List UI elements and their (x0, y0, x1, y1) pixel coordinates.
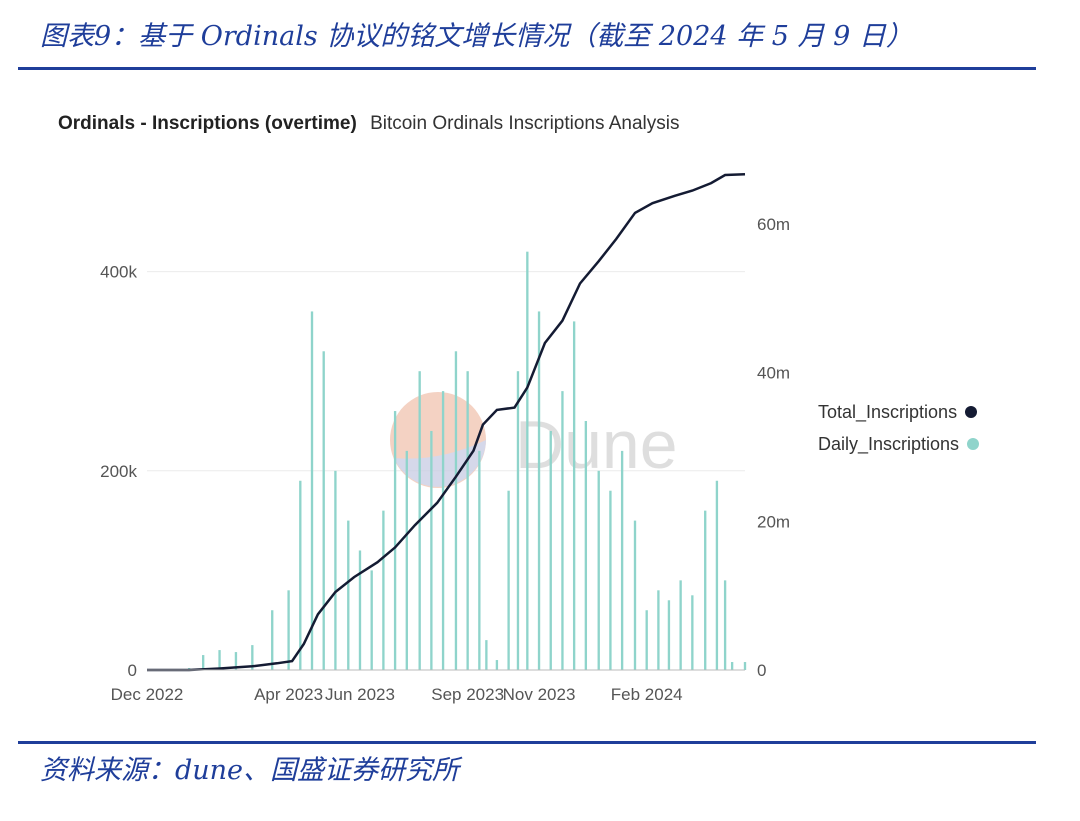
daily-bar (633, 520, 637, 670)
daily-bar (478, 450, 481, 670)
daily-bar (584, 421, 588, 670)
right-tick-label: 40m (757, 364, 790, 383)
source-note: 资料来源：dune、国盛证券研究所 (40, 755, 460, 786)
left-tick-label: 400k (100, 263, 137, 282)
daily-bar (507, 490, 510, 670)
daily-bar (287, 590, 290, 670)
watermark-text: Dune (515, 407, 678, 483)
x-tick-label: Apr 2023 (254, 685, 323, 704)
left-tick-label: 0 (128, 661, 137, 680)
daily-bar (715, 480, 719, 670)
left-axis-ticks: 0 200k 400k (100, 263, 137, 680)
chart-title: Ordinals - Inscriptions (overtime) (58, 113, 357, 134)
daily-bar (516, 371, 520, 670)
daily-bar (743, 662, 747, 670)
legend-item-daily[interactable]: Daily_Inscriptions (818, 428, 980, 460)
daily-bar (299, 480, 302, 670)
daily-bar (549, 430, 552, 670)
daily-bar (485, 640, 488, 670)
x-tick-label: Nov 2023 (503, 685, 576, 704)
daily-bar (466, 371, 469, 670)
daily-bar (251, 645, 254, 670)
daily-bar (382, 510, 385, 670)
daily-bar (430, 430, 433, 670)
daily-bar (347, 520, 350, 670)
daily-bar (667, 600, 671, 670)
chart-subtitle: Bitcoin Ordinals Inscriptions Analysis (370, 113, 680, 134)
right-tick-label: 0 (757, 661, 766, 680)
dune-watermark: Dune (390, 392, 678, 488)
daily-bar (609, 490, 612, 670)
daily-bar (393, 411, 397, 670)
daily-bar (271, 610, 274, 670)
daily-bar (561, 391, 564, 670)
daily-bar (657, 590, 660, 670)
legend-item-total[interactable]: Total_Inscriptions (818, 396, 979, 428)
daily-bar (370, 570, 373, 670)
right-tick-label: 60m (757, 215, 790, 234)
daily-bar (218, 650, 221, 670)
daily-bar (310, 311, 314, 670)
daily-bar (526, 251, 529, 670)
daily-bar (620, 450, 624, 670)
x-tick-label: Jun 2023 (325, 685, 395, 704)
daily-bar (358, 550, 362, 670)
daily-bar (334, 470, 337, 670)
watermark-logo-wave-icon (394, 440, 486, 487)
left-tick-label: 200k (100, 462, 137, 481)
daily-bar (441, 391, 445, 670)
bottom-divider (18, 741, 1036, 744)
daily-bar (691, 595, 694, 670)
daily-bar (723, 580, 727, 670)
daily-bar (704, 510, 707, 670)
daily-bar (454, 351, 458, 670)
x-tick-label: Dec 2022 (111, 685, 184, 704)
chart-header: Ordinals - Inscriptions (overtime) Bitco… (58, 113, 679, 135)
legend-label-daily: Daily_Inscriptions (818, 433, 960, 454)
daily-bar (645, 610, 648, 670)
top-divider (18, 67, 1036, 70)
daily-bar (202, 655, 205, 670)
daily-bar (234, 652, 238, 670)
daily-bar (597, 470, 600, 670)
x-tick-label: Sep 2023 (431, 685, 504, 704)
daily-bar (679, 580, 682, 670)
figure-title: 图表9：基于 Ordinals 协议的铭文增长情况（截至 2024 年 5 月 … (40, 21, 913, 52)
right-tick-label: 20m (757, 512, 790, 531)
legend-dot-total-icon (965, 406, 978, 418)
daily-bar (730, 662, 734, 670)
legend-dot-daily-icon (967, 438, 980, 450)
daily-bar (495, 660, 499, 670)
daily-bar (537, 311, 541, 670)
legend-label-total: Total_Inscriptions (818, 401, 958, 422)
daily-bars (187, 251, 747, 670)
daily-bar (322, 351, 325, 670)
total-inscriptions-line (147, 172, 746, 672)
daily-bar (572, 321, 576, 670)
legend: Total_Inscriptions Daily_Inscriptions (818, 396, 980, 460)
right-axis-ticks: 0 20m 40m 60m (757, 215, 790, 680)
daily-bar (405, 450, 408, 670)
x-tick-label: Feb 2024 (611, 685, 683, 704)
